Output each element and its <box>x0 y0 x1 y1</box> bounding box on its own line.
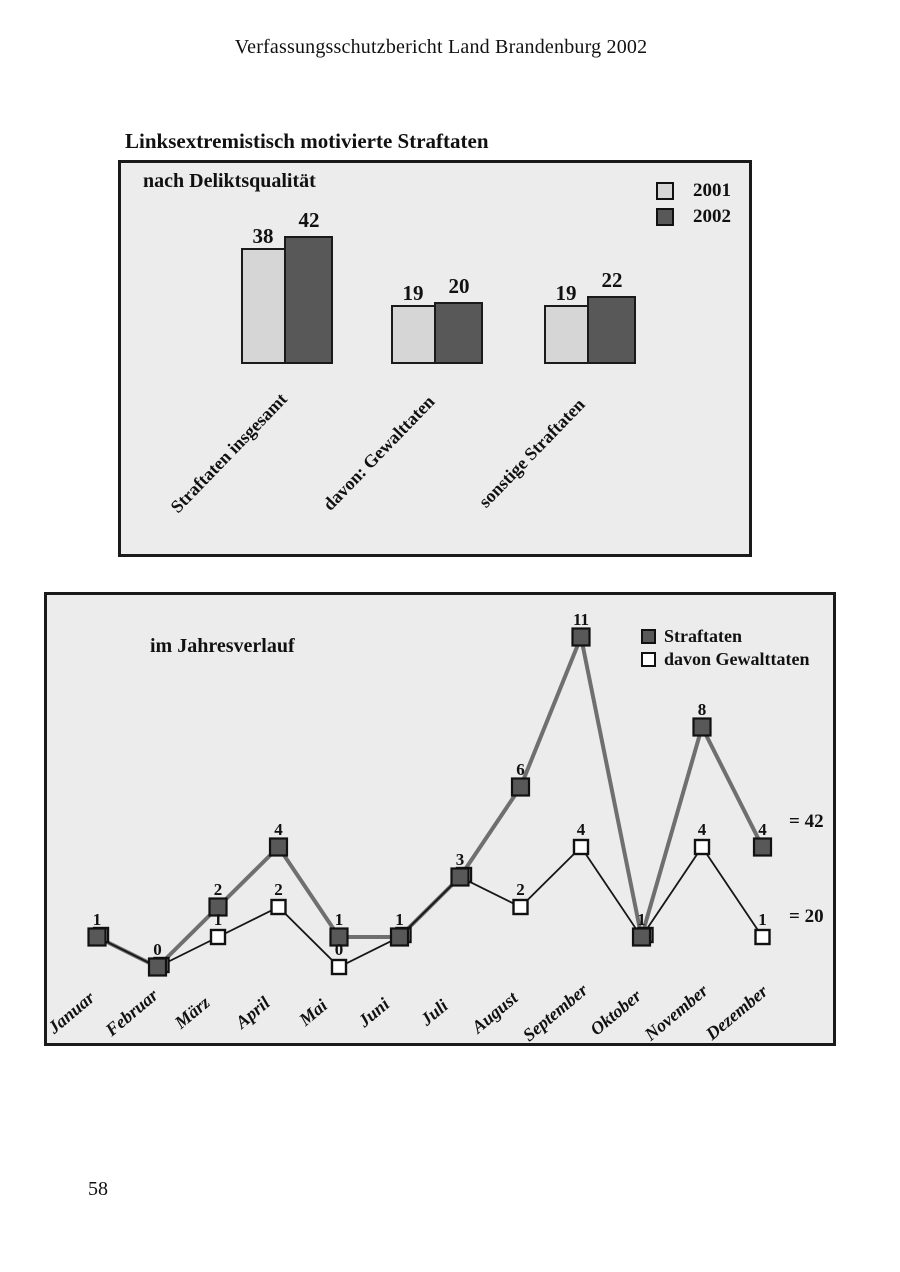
legend-swatch-2001 <box>656 182 674 200</box>
svg-text:davon: Gewalttaten: davon: Gewalttaten <box>319 391 439 514</box>
legend-swatch-2002 <box>656 208 674 226</box>
svg-text:19: 19 <box>556 281 577 305</box>
svg-text:Oktober: Oktober <box>586 985 646 1040</box>
svg-text:April: April <box>231 993 274 1033</box>
svg-text:22: 22 <box>602 268 623 292</box>
svg-text:1: 1 <box>335 910 344 929</box>
line-chart-title: im Jahresverlauf <box>150 635 295 657</box>
marker-gewalttaten <box>330 958 348 976</box>
marker-straftaten <box>147 957 168 977</box>
marker-straftaten <box>571 627 591 647</box>
svg-text:4: 4 <box>698 820 707 839</box>
marker-straftaten <box>389 927 410 947</box>
marker-straftaten <box>510 777 531 797</box>
bar-chart-panel: 38 42 Straftaten insgesamt 19 20 davon: Gewal… <box>118 160 752 557</box>
line-chart-legend: Straftaten davon Gewalttaten <box>641 626 810 670</box>
svg-text:September: September <box>519 979 592 1043</box>
svg-text:42: 42 <box>299 208 320 232</box>
svg-text:1: 1 <box>758 910 767 929</box>
marker-gewalttaten <box>572 838 590 856</box>
line-chart-panel: 1 0 2 4 1 1 3 6 11 1 8 4 1 2 0 2 4 4 1 Januar Februar März Apr… <box>44 592 836 1046</box>
svg-text:3: 3 <box>456 850 465 869</box>
marker-straftaten <box>329 927 349 947</box>
svg-text:Februar: Februar <box>101 984 163 1040</box>
legend-item-2002: 2002 <box>656 206 731 228</box>
marker-straftaten <box>631 927 652 947</box>
bar-2001 <box>544 305 589 364</box>
svg-text:38: 38 <box>253 224 274 248</box>
marker-straftaten <box>208 897 228 917</box>
series-total-straftaten: = 42 <box>789 811 824 832</box>
marker-gewalttaten <box>512 898 529 916</box>
svg-text:8: 8 <box>698 700 707 719</box>
series-total-gewalttaten: = 20 <box>789 906 824 927</box>
legend-item-gewalttaten: davon Gewalttaten <box>641 649 810 670</box>
svg-text:2: 2 <box>214 880 223 899</box>
bar-chart-legend: 2001 2002 <box>656 180 731 228</box>
bar-2002 <box>434 302 483 364</box>
svg-text:19: 19 <box>403 281 424 305</box>
bar-2001 <box>391 305 436 364</box>
legend-item-straftaten: Straftaten <box>641 626 810 647</box>
legend-swatch-gewalttaten <box>641 652 656 667</box>
line-straftaten <box>96 630 765 970</box>
svg-text:Januar: Januar <box>47 987 99 1038</box>
svg-text:Juni: Juni <box>353 994 393 1032</box>
bar-chart-title: nach Deliktsqualität <box>143 170 316 192</box>
legend-label-2002: 2002 <box>693 206 731 227</box>
section-title: Linksextremistisch motivierte Straftaten <box>125 129 489 153</box>
svg-text:4: 4 <box>758 820 767 839</box>
svg-text:0: 0 <box>335 940 344 959</box>
svg-text:2: 2 <box>274 880 283 899</box>
svg-text:2: 2 <box>516 880 525 899</box>
svg-text:sonstige Straftaten: sonstige Straftaten <box>475 394 589 511</box>
legend-label-straftaten: Straftaten <box>664 626 742 646</box>
svg-text:August: August <box>467 987 522 1038</box>
bar-2002 <box>587 296 636 364</box>
svg-text:Mai: Mai <box>294 995 331 1030</box>
svg-text:11: 11 <box>573 610 589 629</box>
legend-swatch-straftaten <box>641 629 656 644</box>
marker-gewalttaten <box>693 838 711 856</box>
legend-label-2001: 2001 <box>693 180 731 201</box>
page-number: 58 <box>88 1178 108 1200</box>
svg-text:20: 20 <box>449 274 470 298</box>
bar-2002 <box>284 236 333 364</box>
svg-text:Juli: Juli <box>416 995 452 1030</box>
marker-straftaten <box>752 837 773 857</box>
marker-straftaten <box>268 837 289 857</box>
page-header: Verfassungsschutzbericht Land Brandenbur… <box>234 36 648 58</box>
svg-text:1: 1 <box>637 910 646 929</box>
svg-text:0: 0 <box>153 940 162 959</box>
marker-gewalttaten <box>754 928 771 946</box>
svg-text:Straftaten insgesamt: Straftaten insgesamt <box>166 389 290 517</box>
bar-2001 <box>241 248 286 364</box>
svg-text:November: November <box>640 980 713 1043</box>
line-gewalttaten <box>96 845 764 969</box>
svg-text:6: 6 <box>516 760 525 779</box>
svg-text:1: 1 <box>214 910 223 929</box>
marker-straftaten <box>87 927 107 947</box>
svg-text:Dezember: Dezember <box>701 980 772 1043</box>
marker-straftaten <box>692 717 712 737</box>
marker-straftaten <box>450 867 470 887</box>
svg-text:4: 4 <box>577 820 586 839</box>
svg-text:4: 4 <box>274 820 283 839</box>
svg-text:1: 1 <box>93 910 102 929</box>
legend-item-2001: 2001 <box>656 180 731 202</box>
bar-chart-canvas: 38 42 Straftaten insgesamt 19 20 davon: Gewal… <box>166 208 636 517</box>
legend-label-gewalttaten: davon Gewalttaten <box>664 649 810 669</box>
marker-gewalttaten <box>270 898 287 916</box>
svg-text:1: 1 <box>395 910 404 929</box>
svg-text:März: März <box>170 992 214 1033</box>
marker-gewalttaten <box>209 928 227 946</box>
